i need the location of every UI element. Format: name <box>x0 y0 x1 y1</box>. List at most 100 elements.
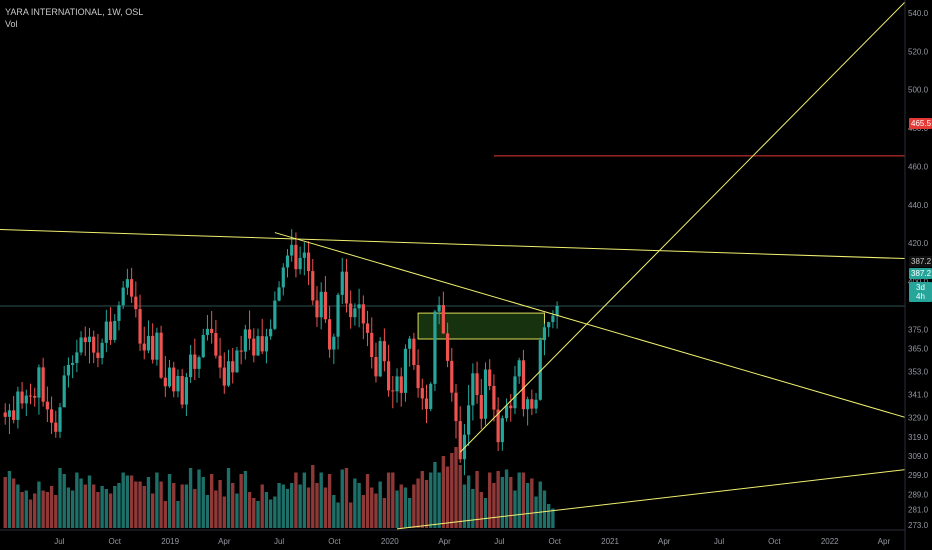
candle-body <box>437 305 441 312</box>
volume-bar <box>454 447 458 528</box>
candle-body <box>193 354 197 369</box>
candle-body <box>3 412 7 417</box>
candle-body <box>408 338 412 349</box>
candle-body <box>41 367 45 402</box>
candle-body <box>130 279 134 297</box>
candle-body <box>467 405 471 435</box>
candle-body <box>285 255 290 268</box>
countdown-tag: 3d 4h <box>909 282 932 302</box>
time-tick-label: Oct <box>548 537 561 546</box>
candle-body <box>294 244 298 270</box>
candle-body <box>374 357 378 377</box>
candle-body <box>445 333 450 361</box>
candle-body <box>218 355 222 368</box>
candle-body <box>83 337 87 343</box>
volume-bar <box>268 499 273 528</box>
volume-bar <box>138 481 142 528</box>
candle-body <box>134 296 138 310</box>
volume-bar <box>395 490 399 528</box>
volume-bar <box>117 483 121 528</box>
volume-bar <box>226 468 231 528</box>
candle-body <box>96 352 100 358</box>
trendline <box>274 232 932 426</box>
volume-bar <box>62 474 66 528</box>
resistance-price-tag: 465.5 <box>909 118 932 129</box>
volume-bar <box>517 472 521 528</box>
candle-body <box>167 367 172 387</box>
volume-bar <box>11 478 16 528</box>
volume-bar <box>361 495 366 528</box>
volume-bar <box>45 492 50 528</box>
volume-bar <box>374 493 378 528</box>
volume-bar <box>3 477 7 528</box>
candle-body <box>37 367 41 398</box>
candle-body <box>319 291 323 318</box>
price-tick-label: 289.0 <box>908 490 929 499</box>
volume-bar <box>285 489 290 528</box>
price-tick-label: 341.0 <box>908 391 929 400</box>
candle-body <box>28 395 33 397</box>
volume-bar <box>134 481 138 528</box>
volume-bar <box>290 483 294 528</box>
price-tick-label: 375.0 <box>908 325 929 334</box>
candle-body <box>176 376 180 392</box>
volume-bar <box>197 469 201 528</box>
candle-body <box>117 305 121 321</box>
candle-body <box>488 369 492 386</box>
candle-body <box>551 315 555 323</box>
volume-bar <box>521 472 526 528</box>
volume-bar <box>273 496 277 528</box>
volume-bar <box>218 480 222 528</box>
candle-body <box>273 300 277 329</box>
candle-body <box>315 300 319 318</box>
candle-body <box>100 342 104 358</box>
candle-body <box>403 348 408 393</box>
volume-bar <box>471 489 475 528</box>
candle-body <box>521 360 526 410</box>
volume-bar <box>201 477 205 528</box>
volume-bars <box>3 447 555 528</box>
volume-bar <box>298 484 302 528</box>
price-tick-label: 365.0 <box>908 345 929 354</box>
volume-bar <box>399 484 403 528</box>
last-price-line-tag: 387.2 <box>909 256 932 267</box>
volume-bar <box>180 484 184 528</box>
price-tick-label: 353.0 <box>908 368 929 377</box>
volume-bar <box>450 453 454 528</box>
time-axis: Jul Oct 2019 Apr Jul Oct 2020 Apr Jul Oct 2021 Apr J… <box>0 529 905 546</box>
price-tick-label: 400.0 <box>908 277 929 286</box>
volume-bar <box>437 472 441 528</box>
volume-bar <box>315 483 319 528</box>
time-tick-label: Apr <box>218 537 231 546</box>
volume-bar <box>125 475 130 528</box>
candle-body <box>454 392 458 422</box>
volume-bar <box>260 484 264 528</box>
candle-body <box>226 361 231 386</box>
candle-body <box>538 340 542 400</box>
volume-bar <box>252 498 256 528</box>
candle-body <box>441 305 445 334</box>
volume-bar <box>466 475 471 528</box>
volume-bar <box>370 487 374 528</box>
candle-body <box>235 350 239 373</box>
volume-bar <box>222 496 226 528</box>
price-tick-label: 329.0 <box>908 414 929 423</box>
volume-bar <box>113 486 117 528</box>
candle-body <box>391 390 395 392</box>
candle-body <box>344 271 349 304</box>
candle-body <box>526 399 530 410</box>
candle-body <box>542 327 547 341</box>
candle-body <box>547 322 551 328</box>
candle-body <box>256 336 260 356</box>
volume-bar <box>412 484 416 528</box>
volume-bar <box>407 498 412 528</box>
volume-bar <box>504 469 509 528</box>
candle-body <box>290 244 294 256</box>
volume-bar <box>58 468 62 528</box>
candle-body <box>12 410 16 420</box>
candle-body <box>361 304 365 324</box>
candle-body <box>108 321 113 340</box>
time-tick-label: 2020 <box>381 537 399 546</box>
candle-body <box>483 369 488 419</box>
